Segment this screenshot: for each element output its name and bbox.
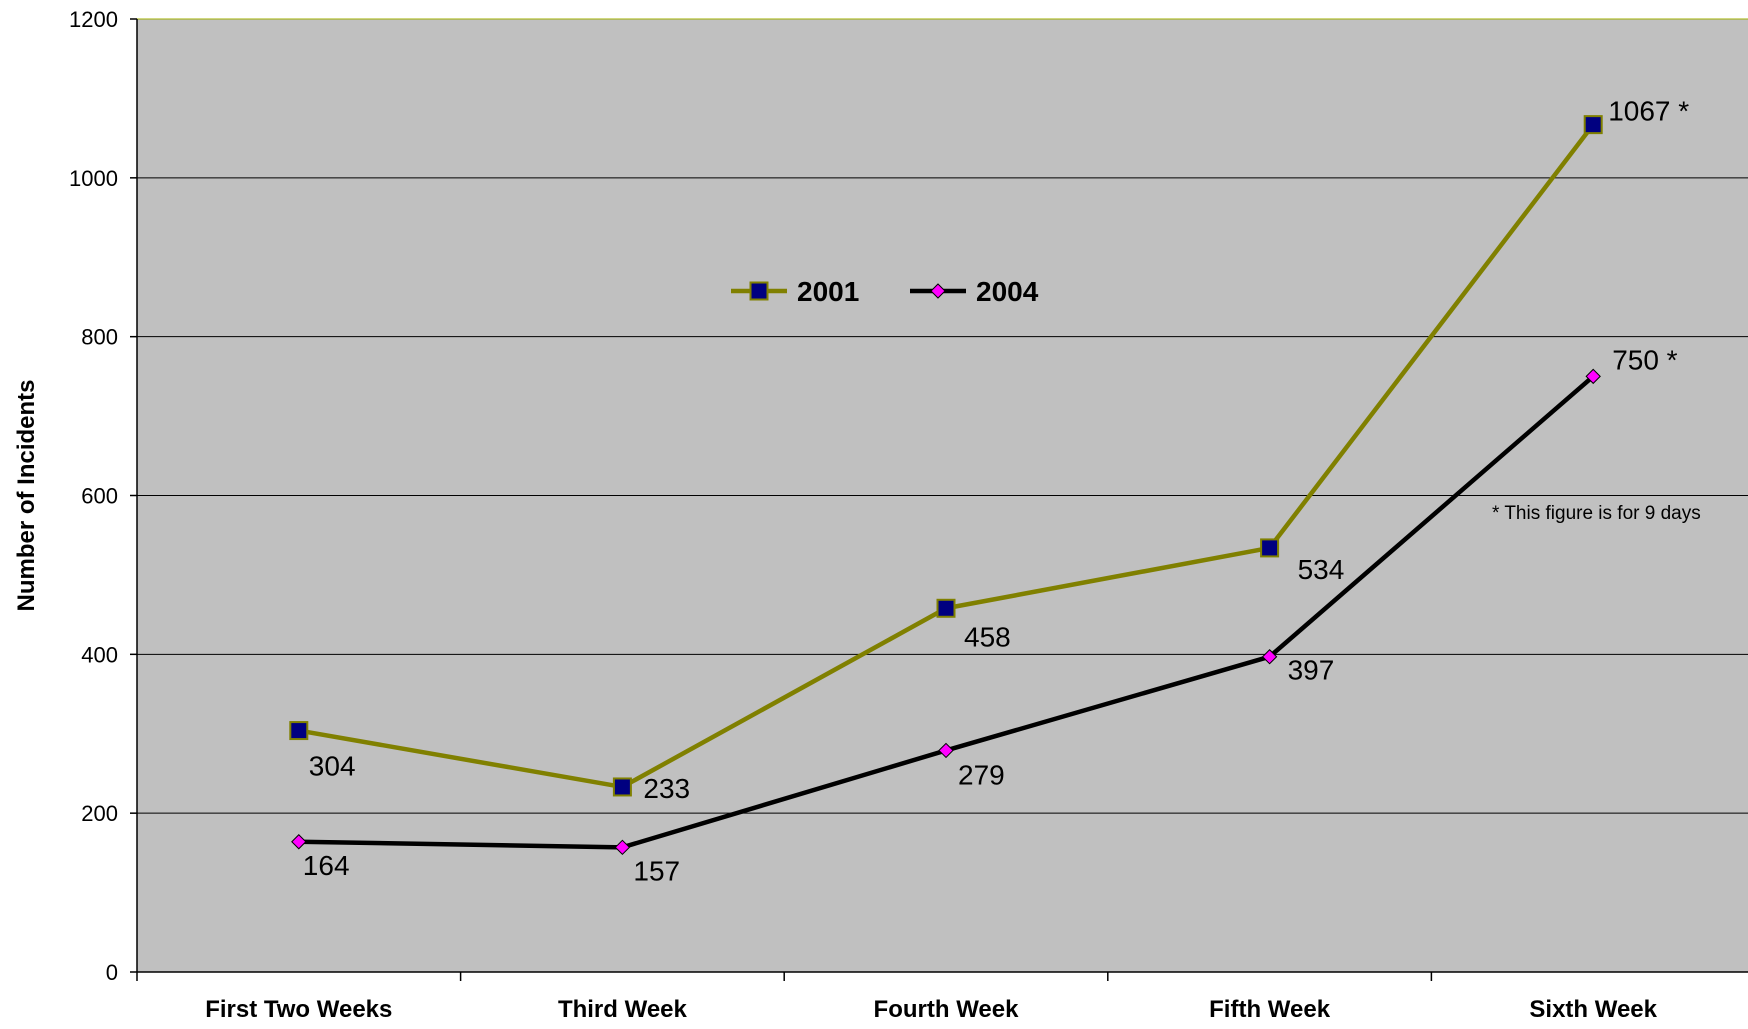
data-point-2004 [1261,649,1278,665]
data-point-2004 [614,839,631,856]
data-point-2004 [291,834,307,850]
data-label: 157 [633,855,680,886]
y-tick-label: 1000 [69,166,118,191]
data-point-2004 [1585,368,1601,385]
data-point-2001 [612,777,632,797]
data-point-2001 [1583,115,1603,135]
data-label: 164 [303,850,350,881]
y-tick-label: 400 [81,642,118,667]
data-point-2001 [936,598,956,618]
x-tick-label: Third Week [558,996,688,1023]
data-labels: 304 233 458 534 1067 * 164 157 279 397 750 * [303,96,1689,887]
footnote-annotation: * This figure is for 9 days [1492,503,1701,524]
data-label: 233 [643,773,690,804]
y-tick-label: 800 [81,325,118,350]
y-tick-label: 1200 [69,7,118,32]
legend-marker-2004 [930,283,946,299]
x-tick-label: First Two Weeks [205,996,392,1023]
data-label: 458 [964,621,1011,652]
data-label: 397 [1288,655,1335,686]
y-tick-label: 200 [81,801,118,826]
x-tick-label: Fourth Week [874,996,1020,1023]
series-group [289,115,1603,856]
data-point-2004 [938,742,954,759]
legend-label-2001: 2001 [797,276,859,307]
y-axis-title: Number of Incidents [13,379,40,611]
x-tick-label: Sixth Week [1529,996,1657,1023]
legend-label-2004: 2004 [976,276,1039,307]
data-label: 304 [309,751,356,782]
y-tick-label: 0 [106,960,118,985]
data-label: 279 [958,759,1005,790]
data-point-2001 [289,721,309,741]
legend: 2001 2004 [731,276,1039,307]
data-label: 1067 * [1608,96,1689,127]
y-tick-label: 600 [81,484,118,509]
legend-marker-2001 [749,281,769,301]
data-label: 750 * [1612,344,1677,375]
gridlines [137,18,1748,814]
x-tick-label: Fifth Week [1209,996,1331,1023]
data-point-2001 [1260,538,1280,558]
data-label: 534 [1298,554,1345,585]
axes: 0 200 400 600 800 1000 1200 First Two Weeks Thir… [69,7,1748,1023]
